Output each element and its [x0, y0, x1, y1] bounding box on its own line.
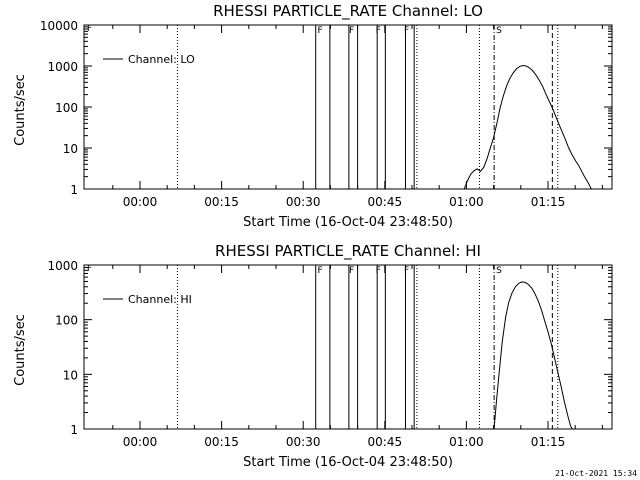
y-tick-label: 100 — [55, 314, 78, 328]
flag-mark-F: F — [376, 266, 381, 276]
series-line — [463, 64, 592, 190]
plot-frame — [83, 24, 613, 190]
legend-label-hi: Channel: HI — [128, 293, 192, 306]
x-axis-label-hi: Start Time (16-Oct-04 23:48:50) — [243, 455, 453, 470]
x-tick-label: 00:15 — [204, 195, 239, 209]
x-tick-label: 00:00 — [123, 195, 158, 209]
x-tick-label: 00:00 — [123, 435, 158, 449]
flag-mark-S: S — [496, 266, 502, 276]
x-tick-label: 00:45 — [368, 195, 403, 209]
x-tick-label: 00:30 — [286, 435, 321, 449]
flag-mark-F: F — [87, 264, 92, 274]
flag-mark-F: F — [349, 26, 354, 36]
x-tick-label: 00:30 — [286, 195, 321, 209]
flag-mark-F: F — [349, 266, 354, 276]
flag-mark-F: F — [317, 266, 322, 276]
x-tick-label: 01:15 — [531, 435, 566, 449]
x-tick-label: 00:45 — [368, 435, 403, 449]
flag-mark-F: F — [87, 24, 92, 34]
y-axis-label-hi: Counts/sec — [13, 314, 28, 386]
y-tick-label: 100 — [55, 101, 78, 115]
flag-mark-S: S — [496, 26, 502, 36]
legend-label-lo: Channel: LO — [128, 53, 195, 66]
footer-timestamp: 21-Oct-2021 15:34 — [555, 469, 637, 478]
y-tick-label: 1 — [70, 183, 78, 197]
x-tick-label: 01:00 — [449, 435, 484, 449]
flag-mark-F: F — [404, 266, 409, 276]
plot-frame — [83, 264, 613, 430]
chart-title-hi: RHESSI PARTICLE_RATE Channel: HI — [215, 242, 481, 261]
x-tick-label: 01:00 — [449, 195, 484, 209]
y-tick-label: 1000 — [47, 259, 78, 273]
x-tick-label: 01:15 — [531, 195, 566, 209]
y-axis-label-lo: Counts/sec — [13, 74, 28, 146]
y-tick-label: 1 — [70, 423, 78, 437]
y-tick-label: 10 — [63, 368, 78, 382]
flag-mark-F: F — [404, 26, 409, 36]
panel-hi: RHESSI PARTICLE_RATE Channel: HI Start T… — [13, 242, 613, 470]
x-tick-label: 00:15 — [204, 435, 239, 449]
chart-title-lo: RHESSI PARTICLE_RATE Channel: LO — [213, 2, 483, 21]
flag-mark-F: F — [317, 26, 322, 36]
y-tick-label: 1000 — [47, 60, 78, 74]
flag-mark-F: F — [376, 26, 381, 36]
x-axis-label-lo: Start Time (16-Oct-04 23:48:50) — [243, 215, 453, 230]
panel-lo: RHESSI PARTICLE_RATE Channel: LO Start T… — [13, 2, 613, 230]
y-tick-label: 10 — [63, 142, 78, 156]
y-tick-label: 10000 — [40, 19, 78, 33]
series-line — [493, 281, 573, 430]
